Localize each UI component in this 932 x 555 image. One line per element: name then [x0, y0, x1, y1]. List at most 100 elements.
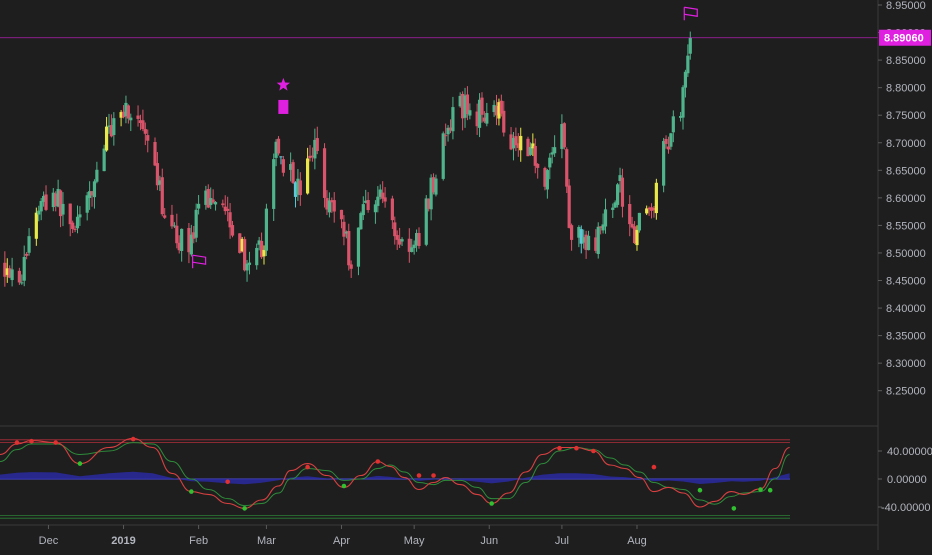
candle-body — [3, 262, 7, 277]
candle-body — [51, 192, 55, 208]
candle-body — [528, 146, 533, 155]
candle-body — [424, 198, 428, 245]
osc-signal-dot — [416, 473, 422, 478]
star-marker-icon — [276, 77, 290, 91]
candle-body — [366, 200, 370, 211]
candle-body — [398, 238, 402, 245]
candle-body — [8, 268, 12, 278]
candle-body — [494, 106, 499, 116]
osc-signal-dot — [242, 506, 247, 511]
candle-body — [461, 93, 465, 119]
candle-body — [582, 237, 586, 243]
candle-body — [305, 158, 310, 194]
candle-body — [550, 152, 554, 155]
candle-body — [281, 159, 285, 173]
candle-body — [291, 162, 295, 183]
candle-body — [410, 247, 414, 252]
candle-body — [613, 202, 617, 208]
candle-body — [400, 239, 404, 242]
price-axis-label: 8.60000 — [886, 193, 926, 205]
candle-body — [160, 177, 164, 215]
candle-body — [356, 227, 361, 267]
candle-body — [630, 223, 634, 228]
candle-body — [44, 194, 48, 210]
candle-body — [412, 244, 416, 249]
candle-body — [533, 146, 537, 166]
candle-body — [73, 228, 77, 230]
candle-body — [141, 120, 145, 130]
candle-body — [172, 225, 176, 227]
candle-body — [465, 94, 470, 114]
candle-body — [245, 263, 249, 271]
candle-body — [5, 268, 9, 275]
candle-body — [407, 238, 411, 252]
price-axis-label: 8.85000 — [886, 55, 926, 67]
candle-body — [364, 200, 368, 203]
candle-body — [628, 204, 632, 225]
candle-body — [209, 198, 213, 206]
candle-body — [204, 190, 208, 205]
candle-body — [618, 175, 622, 182]
candle-body — [603, 209, 608, 227]
osc-signal-dot — [758, 487, 763, 492]
candle-body — [458, 95, 462, 107]
candle-body — [536, 164, 540, 168]
osc-signal-dot — [14, 440, 20, 445]
candle-body — [313, 139, 317, 159]
candle-body — [497, 102, 501, 119]
osc-signal-dot — [53, 440, 59, 445]
osc-signal-dot — [767, 487, 773, 493]
candle-body — [451, 107, 455, 132]
candle-body — [197, 203, 201, 209]
osc-signal-dot — [557, 445, 562, 451]
osc-signal-dot — [189, 489, 194, 494]
candle-body — [567, 185, 571, 228]
candle-body — [298, 180, 302, 196]
candle-body — [577, 227, 581, 238]
price-axis-label: 8.30000 — [886, 358, 926, 370]
time-axis-label: Jul — [555, 535, 569, 547]
candle-body — [669, 133, 673, 147]
candle-body — [480, 97, 484, 115]
candle-body — [243, 239, 247, 271]
candle-body — [344, 231, 348, 234]
candle-body — [565, 149, 569, 187]
candle-body — [543, 168, 547, 187]
candle-body — [681, 87, 685, 118]
candle-body — [381, 192, 385, 199]
osc-axis-label: -40.00000 — [881, 502, 931, 514]
osc-signal-dot — [77, 461, 83, 466]
osc-signal-dot — [375, 459, 381, 464]
candle-body — [54, 193, 58, 206]
candle-body — [56, 188, 60, 207]
candle-body — [71, 222, 75, 229]
candle-body — [124, 102, 128, 117]
candle-body — [427, 198, 431, 209]
osc-signal-dot — [591, 448, 596, 454]
candle-body — [431, 177, 436, 193]
candle-body — [119, 112, 123, 118]
candle-body — [259, 240, 264, 258]
candle-body — [688, 37, 692, 54]
candle-body — [444, 135, 448, 137]
candle-body — [37, 210, 41, 215]
candle-body — [683, 71, 688, 88]
price-axis-label: 8.65000 — [886, 165, 926, 177]
candle-body — [332, 200, 336, 212]
candle-body — [599, 226, 603, 228]
candle-body — [586, 235, 591, 251]
candle-body — [378, 189, 382, 197]
candle-body — [136, 115, 140, 119]
candle-body — [158, 180, 162, 185]
candle-body — [322, 148, 327, 198]
candle-body — [310, 155, 315, 158]
candle-body — [654, 182, 658, 214]
candle-body — [104, 126, 109, 151]
candle-body — [485, 112, 489, 124]
candle-body — [482, 117, 486, 122]
candle-body — [649, 207, 654, 211]
candle-body — [616, 184, 620, 205]
candle-body — [325, 198, 329, 210]
